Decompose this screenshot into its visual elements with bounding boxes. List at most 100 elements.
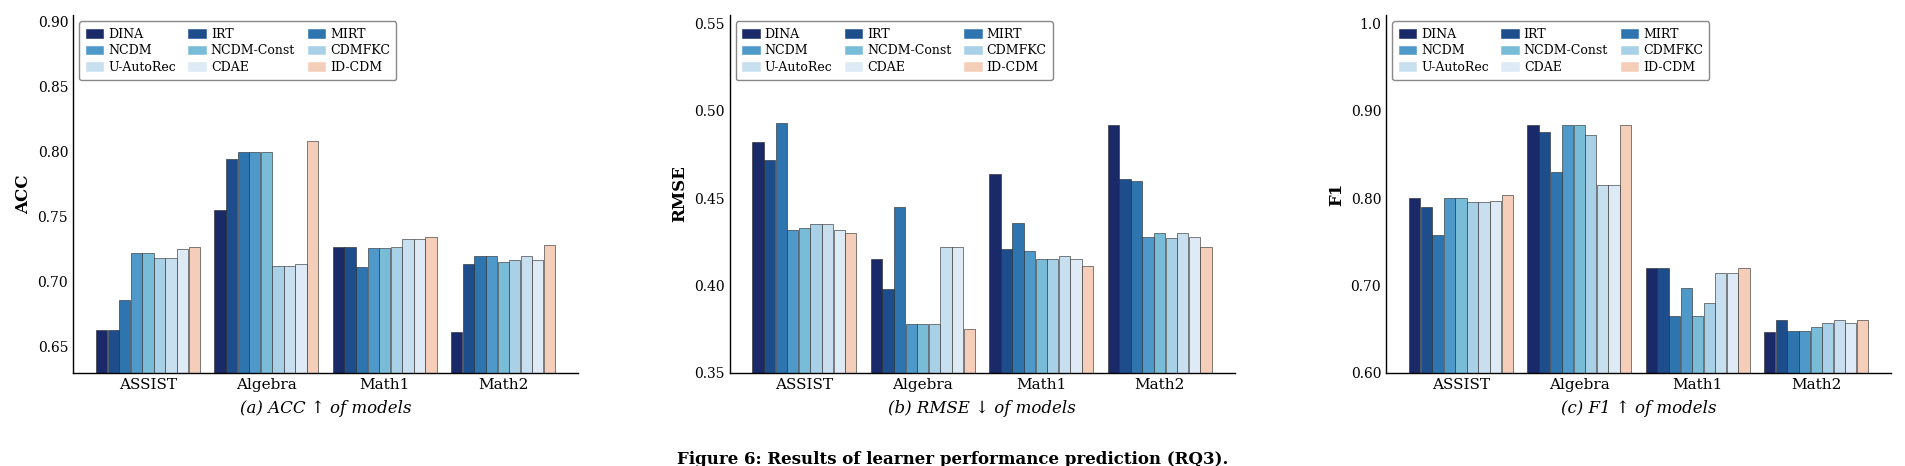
Bar [1082,267,1093,466]
Bar [531,260,543,466]
Bar [333,247,345,466]
X-axis label: (a) ACC ↑ of models: (a) ACC ↑ of models [240,400,411,417]
Legend: DINA, NCDM, U-AutoRec, IRT, NCDM-Const, CDAE, MIRT, CDMFKC, ID-CDM: DINA, NCDM, U-AutoRec, IRT, NCDM-Const, … [735,21,1052,80]
Bar [1810,328,1821,466]
Bar [284,266,295,466]
Bar [1680,288,1692,466]
Bar [989,174,1000,466]
Bar [1177,233,1189,466]
Bar [1467,202,1476,466]
Bar [1071,260,1080,466]
Bar [1855,321,1867,466]
Bar [1057,256,1069,466]
Bar [1644,268,1655,466]
Bar [1549,172,1560,466]
Bar [787,230,798,466]
Bar [379,248,391,466]
Bar [402,239,413,466]
Bar [905,324,916,466]
Bar [844,233,855,466]
Bar [1714,274,1726,466]
Bar [1012,223,1023,466]
Bar [1844,323,1855,466]
Bar [1585,135,1596,466]
Bar [1526,125,1537,466]
Bar [1034,260,1046,466]
Bar [213,210,225,466]
Bar [272,266,284,466]
Bar [821,225,832,466]
Bar [1107,125,1118,466]
Bar [764,160,775,466]
Bar [951,247,962,466]
Bar [1023,251,1034,466]
Bar [307,141,318,466]
Bar [520,256,531,466]
Bar [1166,239,1175,466]
Bar [882,289,893,466]
Bar [486,256,497,466]
Bar [107,330,118,466]
Bar [964,329,973,466]
Bar [1478,202,1490,466]
Bar [893,207,905,466]
Bar [1833,321,1844,466]
Bar [1798,331,1810,466]
Y-axis label: ACC: ACC [15,174,32,213]
X-axis label: (c) F1 ↑ of models: (c) F1 ↑ of models [1560,400,1714,417]
Text: Figure 6: Results of learner performance prediction (RQ3).: Figure 6: Results of learner performance… [676,451,1229,466]
Bar [1501,195,1513,466]
Bar [1703,303,1714,466]
Bar [1737,268,1749,466]
Bar [238,151,250,466]
Bar [810,225,821,466]
Bar [1608,185,1619,466]
Bar [1574,125,1585,466]
Bar [474,256,486,466]
Bar [1130,181,1141,466]
Bar [1692,316,1703,466]
Bar [451,332,463,466]
Bar [95,330,107,466]
Legend: DINA, NCDM, U-AutoRec, IRT, NCDM-Const, CDAE, MIRT, CDMFKC, ID-CDM: DINA, NCDM, U-AutoRec, IRT, NCDM-Const, … [1391,21,1709,80]
Bar [120,300,130,466]
Bar [425,238,436,466]
Bar [1000,249,1012,466]
Y-axis label: F1: F1 [1328,182,1345,206]
Bar [1141,237,1153,466]
Bar [1419,207,1431,466]
Bar [177,249,189,466]
Bar [295,263,307,466]
Bar [1821,323,1833,466]
Bar [1775,321,1787,466]
Bar [1455,198,1465,466]
Bar [752,143,764,466]
Bar [131,253,141,466]
Bar [463,263,474,466]
Bar [1657,268,1667,466]
Bar [939,247,951,466]
Bar [345,247,356,466]
Bar [166,258,177,466]
Bar [1669,316,1680,466]
Bar [143,253,154,466]
Bar [261,151,272,466]
Bar [928,324,939,466]
Bar [227,159,236,466]
Bar [1537,132,1549,466]
Bar [1046,260,1057,466]
Bar [798,228,810,466]
Bar [871,260,882,466]
Bar [509,260,520,466]
Bar [1189,237,1200,466]
Bar [189,247,200,466]
Bar [1787,331,1798,466]
Bar [1408,198,1419,466]
Y-axis label: RMSE: RMSE [671,165,688,222]
Bar [1431,235,1442,466]
Bar [368,248,379,466]
Bar [1764,332,1774,466]
Bar [1490,201,1501,466]
Bar [391,247,402,466]
Bar [1596,185,1608,466]
